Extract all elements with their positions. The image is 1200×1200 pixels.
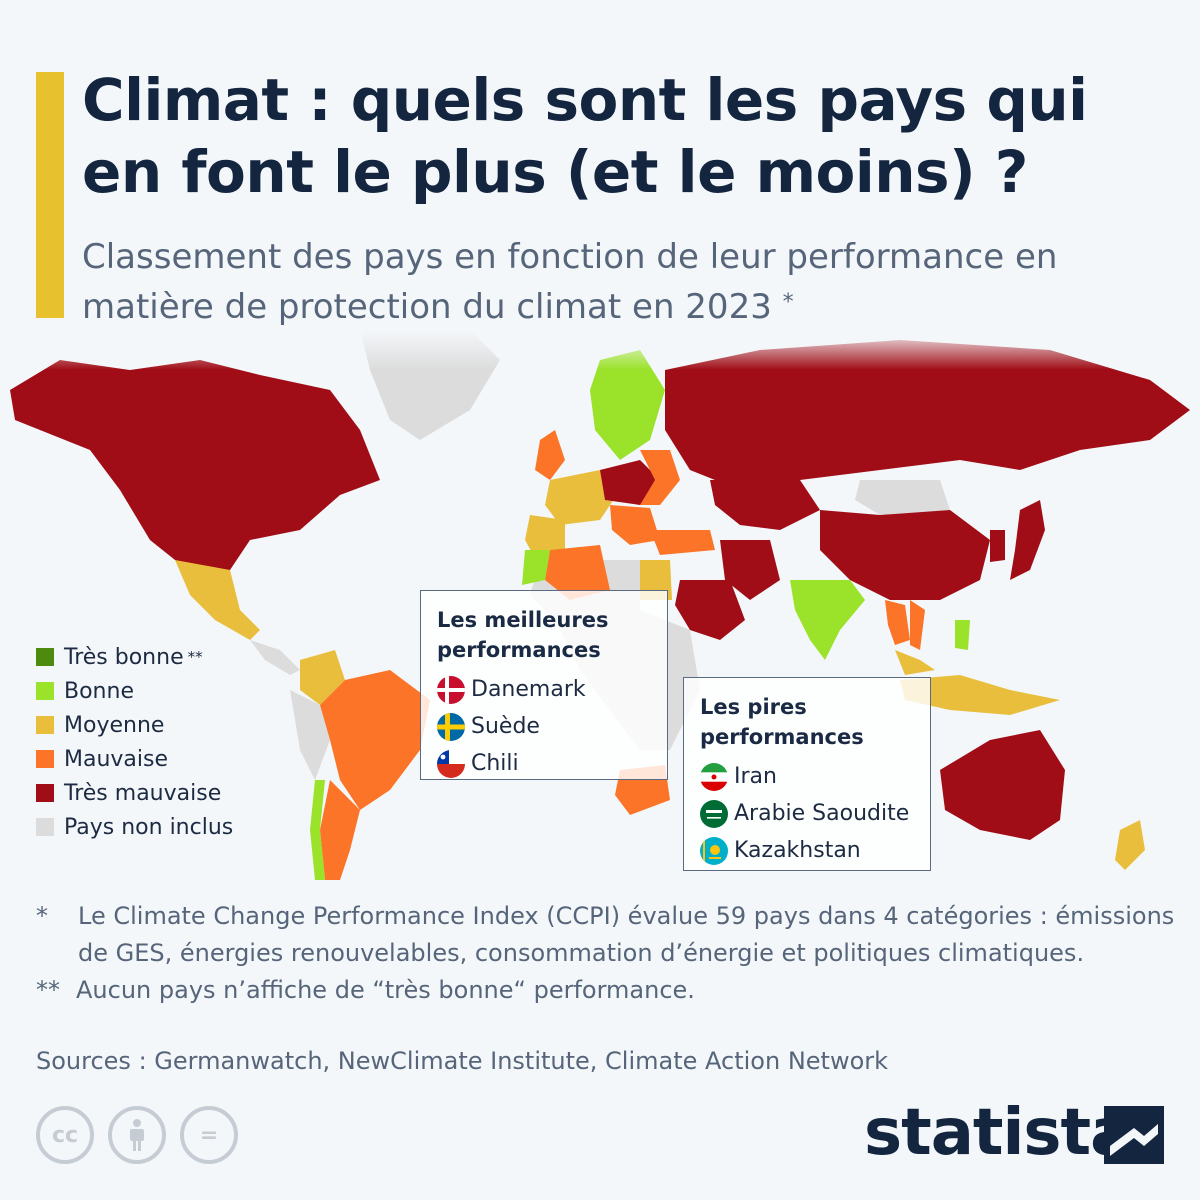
legend-item-very-bad: Très mauvaise [36,776,233,810]
legend-item-very-good: Très bonne ** [36,640,233,674]
best-performer-row: Chili [437,745,653,782]
country-name: Kazakhstan [734,838,861,863]
balkans [610,505,660,545]
legend-swatch [36,716,54,734]
footnote-1-mark: * [36,902,48,930]
statista-logo-text[interactable]: statista [864,1096,1133,1170]
best-performers-box: Les meilleures performances Danemark Suè… [420,590,668,780]
legend-label: Très bonne [64,644,184,670]
country-name: Arabie Saoudite [734,801,910,826]
statista-logo-icon [1104,1106,1164,1164]
legend-footnote-mark: ** [187,648,203,666]
worst-performer-row: Kazakhstan [700,832,916,869]
legend-swatch [36,750,54,768]
footnote-2-mark: ** [36,976,60,1004]
kazakhstan-flag-icon [700,836,728,865]
south-america-other [290,690,330,780]
new-zealand [1115,820,1145,870]
indonesia [900,675,1060,715]
legend-swatch [36,648,54,666]
footnote-2-text: Aucun pays n’affiche de “très bonne“ per… [76,976,695,1004]
worst-performer-row: Arabie Saoudite [700,795,916,832]
alaska [10,370,95,440]
accent-bar [36,72,64,318]
thailand [885,600,910,645]
western-europe [545,470,620,525]
iran [720,540,780,600]
india [790,580,865,660]
kazakhstan [710,480,820,530]
legend: Très bonne ** Bonne Moyenne Mauvaise Trè… [36,640,233,844]
nd-icon-label: = [199,1122,219,1148]
legend-label: Très mauvaise [64,780,222,806]
legend-label: Moyenne [64,712,165,738]
best-performer-row: Suède [437,708,653,745]
page-subtitle: Classement des pays en fonction de leur … [82,232,1182,332]
chile [310,780,325,880]
chile-flag-icon [437,749,465,778]
morocco [522,550,550,585]
worst-performers-box: Les pires performances Iran Arabie Saoud… [683,677,931,871]
china [820,510,990,600]
source-text: Sources : Germanwatch, NewClimate Instit… [36,1047,889,1075]
legend-swatch [36,682,54,700]
country-name: Iran [734,764,777,789]
legend-item-medium: Moyenne [36,708,233,742]
country-name: Danemark [471,677,586,702]
page-title: Climat : quels sont les pays qui en font… [82,66,1088,206]
malaysia [895,650,935,675]
russia [665,340,1190,490]
subtitle-footnote-mark: * [782,290,794,315]
scandinavia [590,350,665,460]
attribution-icon[interactable] [108,1106,166,1164]
legend-swatch [36,784,54,802]
algeria [545,545,610,600]
worst-performers-title: Les pires performances [700,695,864,749]
cc-icon-label: cc [51,1122,79,1148]
vietnam [910,600,925,650]
legend-swatch [36,818,54,836]
country-name: Suède [471,714,540,739]
legend-label: Pays non inclus [64,814,234,840]
license-icons: cc = [36,1106,238,1164]
world-map [0,330,1200,880]
philippines [955,620,970,650]
saudi-arabia-flag-icon [700,799,728,828]
mongolia [855,480,950,515]
country-name: Chili [471,751,519,776]
legend-label: Bonne [64,678,134,704]
denmark-flag-icon [437,675,465,704]
central-europe [600,460,660,505]
saudi-arabia [675,580,745,640]
footnotes: * Le Climate Change Performance Index (C… [36,898,1176,1009]
footnote-2: ** Aucun pays n’affiche de “très bonne“ … [36,972,1176,1009]
legend-item-bad: Mauvaise [36,742,233,776]
subtitle-text: Classement des pays en fonction de leur … [82,237,1058,327]
sweden-flag-icon [437,712,465,741]
iberia [525,515,565,558]
argentina [320,780,360,880]
legend-item-good: Bonne [36,674,233,708]
best-performers-title: Les meilleures performances [437,608,609,662]
turkey [650,530,715,555]
worst-performer-row: Iran [700,758,916,795]
iran-flag-icon [700,762,728,791]
footnote-1: * Le Climate Change Performance Index (C… [36,898,1176,972]
uk [535,430,565,480]
no-derivatives-icon[interactable]: = [180,1106,238,1164]
australia [940,730,1065,840]
mexico [175,560,260,640]
brazil [320,670,430,810]
north-america [10,360,380,570]
korea [990,530,1005,562]
japan [1010,500,1045,580]
central-america [250,640,300,675]
footnote-1-text: Le Climate Change Performance Index (CCP… [78,902,1175,967]
legend-label: Mauvaise [64,746,169,772]
cc-icon[interactable]: cc [36,1106,94,1164]
legend-item-not-included: Pays non inclus [36,810,233,844]
best-performer-row: Danemark [437,671,653,708]
eastern-europe [640,450,680,505]
